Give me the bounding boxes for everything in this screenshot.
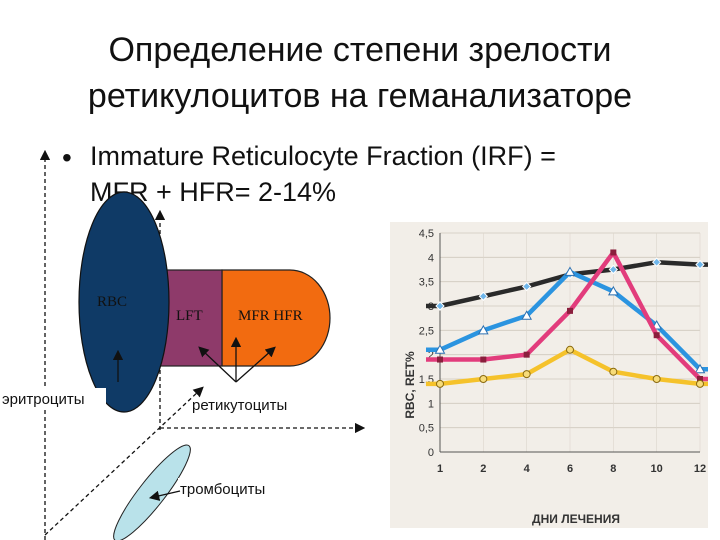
- chart-point: [696, 379, 704, 388]
- platelets-label-bg: [178, 478, 274, 498]
- chart-series: [426, 249, 708, 388]
- erythrocytes-label-bg: [2, 388, 106, 410]
- reticulocytes-pointer-arrow-left: [198, 346, 237, 383]
- chart-x-tick-label: 6: [567, 463, 573, 475]
- chart-y-tick-label: 2: [428, 350, 434, 362]
- platelets-label: тромбоциты: [180, 481, 265, 498]
- mfr-hfr-label: MFR HFR: [238, 308, 303, 324]
- chart-point: [567, 307, 573, 314]
- chart-point: [434, 344, 446, 354]
- slide-title-line2: ретикулоцитов на геманализаторе: [87, 77, 633, 115]
- chart-y-tick-label: 0,5: [419, 423, 434, 435]
- chart-point: [651, 257, 662, 267]
- lft-label: LFT: [176, 308, 203, 324]
- chart-point: [652, 375, 661, 383]
- chart-y-axis-label: RBC, RET%: [403, 351, 417, 419]
- chart-x-tick-label: 10: [651, 463, 663, 475]
- chart-point: [564, 266, 576, 276]
- rbc-label: RBC: [97, 294, 127, 310]
- chart-point: [436, 379, 444, 388]
- chart-point: [694, 363, 706, 374]
- chart-x-tick-label: 2: [480, 463, 486, 475]
- slide-title-line1: Определение степени зрелости: [108, 31, 612, 69]
- chart-point: [609, 367, 618, 376]
- rbc-population: [78, 191, 170, 413]
- chart-axes: 00,511,522,533,544,51 2 4 6 8 10 12: [419, 228, 706, 475]
- bullet-marker: •: [62, 142, 72, 173]
- chart-point: [695, 259, 705, 270]
- chart-point: [653, 332, 660, 339]
- chart-y-tick-label: 1: [428, 398, 434, 410]
- chart-x-tick-label: 8: [610, 463, 616, 475]
- bullet-text-line1: Immature Reticulocyte Fraction (IRF) =: [90, 141, 556, 171]
- diagram-diagonal-axis: [44, 386, 204, 536]
- chart-point: [566, 345, 574, 354]
- chart-point: [477, 324, 489, 335]
- chart-y-tick-label: 0: [428, 447, 434, 459]
- erythrocytes-label: эритроциты: [2, 391, 85, 408]
- platelets-pointer-arrow: [148, 490, 181, 501]
- chart-point: [523, 351, 530, 358]
- chart-y-tick-label: 3,5: [419, 277, 434, 289]
- chart-y-tick-label: 2,5: [419, 325, 434, 337]
- chart-x-tick-label: 4: [524, 463, 531, 475]
- chart-y-tick-label: 4: [428, 252, 434, 264]
- chart-y-tick-label: 4,5: [419, 228, 434, 240]
- chart-point: [607, 285, 619, 296]
- chart-point: [480, 356, 487, 363]
- lft-region: [159, 269, 223, 367]
- chart-point: [437, 356, 443, 363]
- chart-background: [390, 222, 708, 528]
- reticulocytes-label: ретикутоциты: [192, 397, 287, 414]
- chart-point: [697, 376, 703, 382]
- chart-point: [522, 370, 531, 379]
- chart-point: [435, 301, 445, 311]
- chart-point: [478, 291, 489, 301]
- chart-x-tick-label: 12: [694, 463, 706, 475]
- mfr-hfr-region: [221, 269, 331, 367]
- chart-point: [479, 375, 488, 383]
- chart-x-tick-label: 1: [437, 463, 443, 475]
- chart-point: [610, 249, 617, 256]
- chart-point: [521, 281, 532, 292]
- chart-point: [521, 310, 533, 320]
- chart-point: [608, 264, 619, 275]
- reticulocytes-pointer-arrow-far: [235, 346, 276, 383]
- chart-x-axis-label: ДНИ ЛЕЧЕНИЯ: [532, 512, 620, 526]
